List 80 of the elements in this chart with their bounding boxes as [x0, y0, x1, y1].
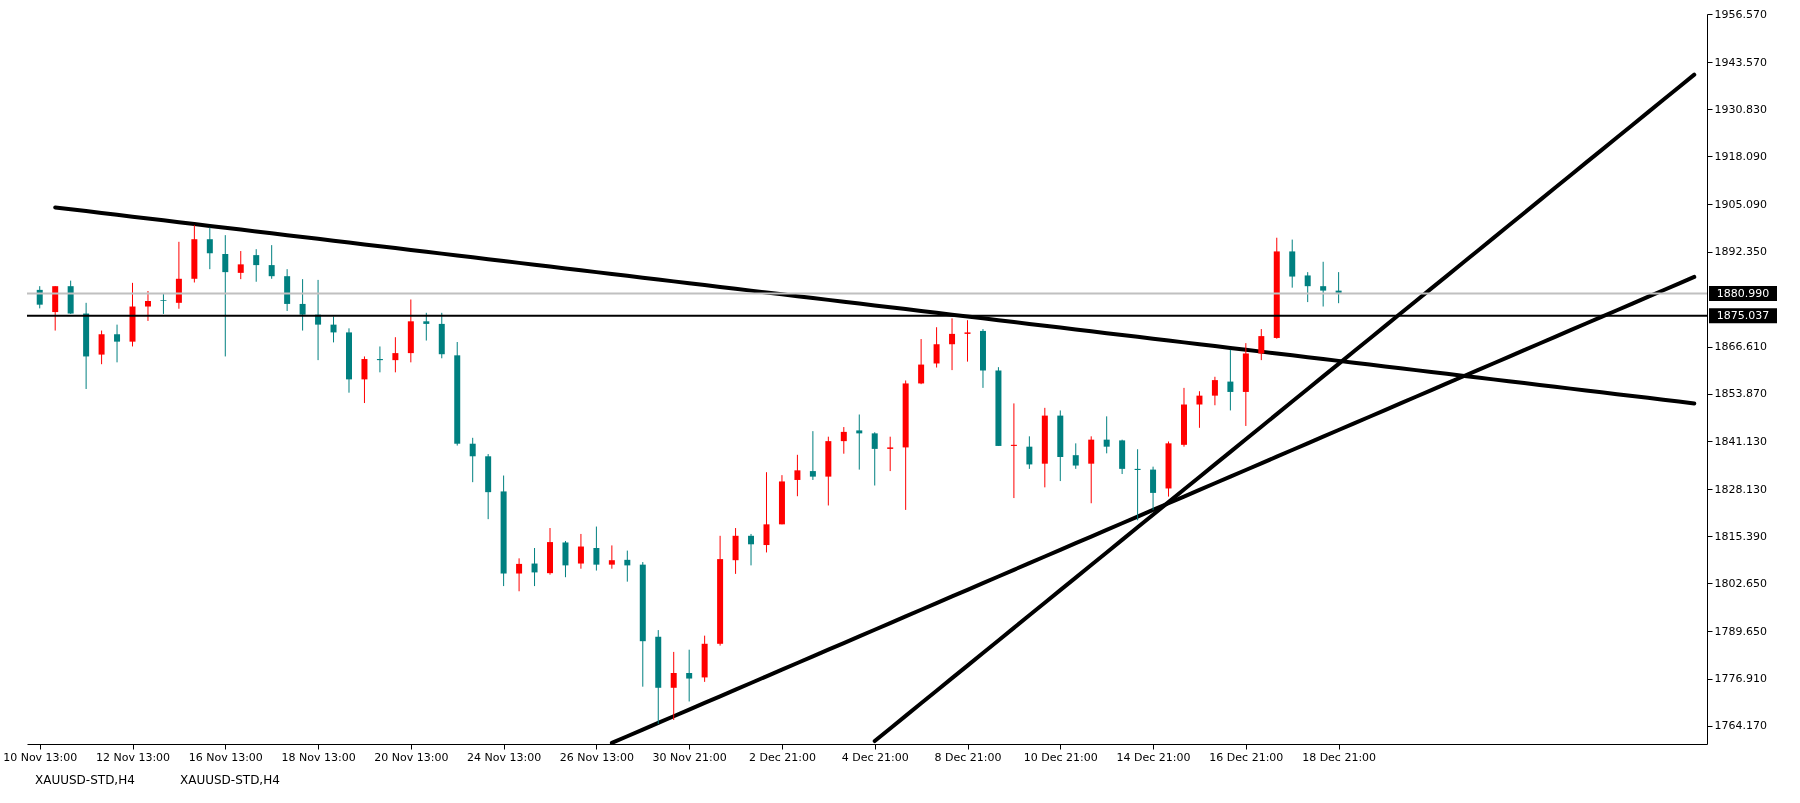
candlestick — [1335, 271, 1342, 304]
y-tick-label: 1789.650 — [1714, 624, 1767, 638]
y-tick-label: 1905.090 — [1714, 197, 1767, 211]
x-tick-label: 30 Nov 21:00 — [652, 750, 727, 764]
y-tick-label: 1918.090 — [1714, 149, 1767, 163]
candlestick — [237, 250, 244, 280]
candlestick — [268, 244, 275, 280]
candlestick — [918, 338, 925, 385]
ref-line-label: 1875.037 — [1716, 308, 1770, 322]
candlestick — [114, 324, 121, 363]
y-tick-label: 1866.610 — [1714, 340, 1767, 354]
candlestick — [206, 226, 213, 270]
candlestick — [949, 317, 956, 371]
candlestick — [933, 326, 940, 369]
candlestick — [98, 330, 105, 365]
y-tick-label: 1815.390 — [1714, 529, 1767, 543]
y-tick-label: 1943.570 — [1714, 55, 1767, 69]
x-tick-label: 18 Nov 13:00 — [281, 750, 356, 764]
candlestick — [593, 526, 600, 572]
candlestick — [469, 437, 476, 483]
candlestick — [763, 471, 770, 553]
y-tick-label: 1802.650 — [1714, 576, 1767, 590]
candlestick — [840, 426, 847, 455]
candlestick — [624, 550, 631, 583]
ref-line-label: 1880.990 — [1716, 286, 1770, 300]
x-tick-label: 10 Nov 13:00 — [3, 750, 78, 764]
x-tick-label: 8 Dec 21:00 — [934, 750, 1002, 764]
candlestick — [516, 557, 523, 592]
y-tick-label: 1892.350 — [1714, 245, 1767, 259]
candlestick — [1196, 390, 1203, 429]
candlestick — [392, 336, 399, 373]
x-tick-label: 10 Dec 21:00 — [1023, 750, 1098, 764]
y-tick-label: 1776.910 — [1714, 672, 1767, 686]
candlestick — [748, 533, 755, 566]
y-tick-label: 1841.130 — [1714, 434, 1767, 448]
y-tick-label: 1956.570 — [1714, 7, 1767, 21]
candlestick — [1304, 271, 1311, 303]
candlestick — [144, 290, 151, 322]
candlestick — [1227, 349, 1234, 411]
candlestick — [1258, 328, 1265, 361]
candlestick — [160, 293, 167, 315]
y-tick-label: 1828.130 — [1714, 482, 1767, 496]
candlestick — [531, 547, 538, 587]
candlestick — [887, 436, 894, 472]
candlestick — [1150, 466, 1157, 511]
candlestick — [809, 430, 816, 481]
candlestick — [1320, 261, 1327, 308]
x-tick-label: 16 Dec 21:00 — [1209, 750, 1284, 764]
candlestick — [670, 651, 677, 721]
y-tick-label: 1764.170 — [1714, 719, 1767, 733]
text: XAUUSD-STD,H4 — [35, 773, 135, 787]
x-tick-label: 24 Nov 13:00 — [467, 750, 542, 764]
candlestick — [423, 312, 430, 342]
candlestick — [222, 234, 229, 357]
x-tick-label: 26 Nov 13:00 — [559, 750, 634, 764]
candlestick — [964, 319, 971, 363]
candlestick — [253, 248, 260, 283]
candlestick — [794, 454, 801, 497]
candlestick — [871, 431, 878, 486]
candlestick — [1072, 442, 1079, 470]
candlestick — [608, 544, 615, 570]
x-tick-label: 4 Dec 21:00 — [841, 750, 909, 764]
x-tick-label: 20 Nov 13:00 — [374, 750, 449, 764]
x-tick-label: 2 Dec 21:00 — [748, 750, 816, 764]
candlestick — [856, 414, 863, 471]
candlestick — [299, 278, 306, 332]
y-tick-label: 1930.830 — [1714, 102, 1767, 116]
candlestick — [562, 540, 569, 578]
x-tick-label: 16 Nov 13:00 — [188, 750, 263, 764]
x-tick-label: 12 Nov 13:00 — [95, 750, 171, 764]
candlestick — [577, 533, 584, 570]
x-tick-label: 18 Dec 21:00 — [1302, 750, 1377, 764]
y-tick-label: 1853.870 — [1714, 387, 1767, 401]
candlestick — [1211, 376, 1218, 406]
candlestick — [361, 355, 368, 404]
candlestick — [686, 649, 693, 702]
x-tick-label: 14 Dec 21:00 — [1116, 750, 1191, 764]
text: XAUUSD-STD,H4 — [180, 773, 280, 787]
candlestick — [1026, 435, 1033, 470]
candlestick — [1103, 415, 1110, 454]
